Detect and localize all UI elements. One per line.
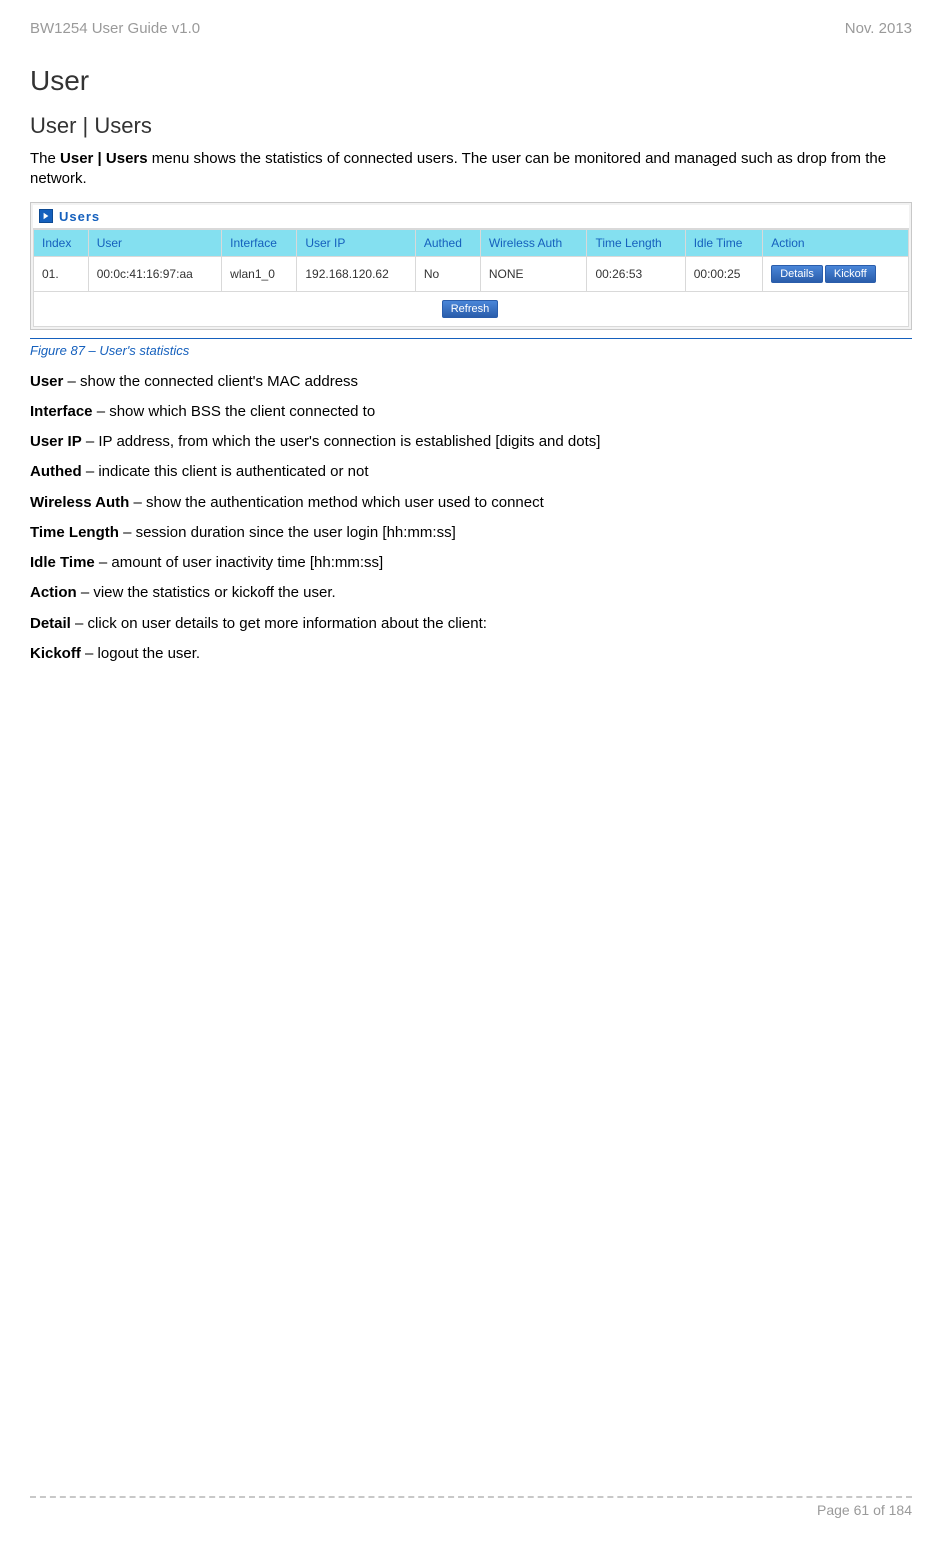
- col-interface: Interface: [222, 229, 297, 256]
- def-term: User IP: [30, 433, 82, 450]
- def-desc: – show the connected client's MAC addres…: [63, 373, 358, 390]
- def-interface: Interface – show which BSS the client co…: [30, 402, 912, 422]
- def-idle-time: Idle Time – amount of user inactivity ti…: [30, 553, 912, 573]
- def-term: Time Length: [30, 524, 119, 541]
- col-index: Index: [34, 229, 89, 256]
- refresh-row: Refresh: [34, 291, 909, 326]
- def-user: User – show the connected client's MAC a…: [30, 372, 912, 392]
- cell-user: 00:0c:41:16:97:aa: [88, 256, 221, 291]
- def-kickoff: Kickoff – logout the user.: [30, 644, 912, 664]
- col-user-ip: User IP: [297, 229, 416, 256]
- panel-title: Users: [59, 209, 100, 224]
- details-button[interactable]: Details: [771, 265, 823, 283]
- users-table: Index User Interface User IP Authed Wire…: [33, 229, 909, 327]
- cell-wireless-auth: NONE: [480, 256, 587, 291]
- refresh-button[interactable]: Refresh: [442, 300, 499, 318]
- intro-paragraph: The User | Users menu shows the statisti…: [30, 149, 912, 190]
- col-time-length: Time Length: [587, 229, 685, 256]
- col-idle-time: Idle Time: [685, 229, 763, 256]
- def-desc: – amount of user inactivity time [hh:mm:…: [95, 554, 383, 571]
- def-desc: – logout the user.: [81, 645, 200, 662]
- kickoff-button[interactable]: Kickoff: [825, 265, 876, 283]
- caption-divider: [30, 338, 912, 339]
- def-authed: Authed – indicate this client is authent…: [30, 462, 912, 482]
- intro-prefix: The: [30, 150, 60, 167]
- cell-time-length: 00:26:53: [587, 256, 685, 291]
- table-header-row: Index User Interface User IP Authed Wire…: [34, 229, 909, 256]
- cell-interface: wlan1_0: [222, 256, 297, 291]
- def-term: Kickoff: [30, 645, 81, 662]
- def-wireless-auth: Wireless Auth – show the authentication …: [30, 493, 912, 513]
- doc-header: BW1254 User Guide v1.0 Nov. 2013: [30, 20, 912, 37]
- intro-suffix: menu shows the statistics of connected u…: [30, 150, 886, 187]
- page-footer: Page 61 of 184: [30, 1496, 912, 1518]
- subsection-title: User | Users: [30, 113, 912, 139]
- cell-idle-time: 00:00:25: [685, 256, 763, 291]
- arrow-right-icon: [39, 209, 53, 223]
- col-action: Action: [763, 229, 909, 256]
- cell-user-ip: 192.168.120.62: [297, 256, 416, 291]
- def-term: Authed: [30, 463, 82, 480]
- footer-divider: [30, 1496, 912, 1498]
- def-user-ip: User IP – IP address, from which the use…: [30, 432, 912, 452]
- def-term: Interface: [30, 403, 93, 420]
- def-desc: – IP address, from which the user's conn…: [82, 433, 601, 450]
- def-desc: – show the authentication method which u…: [129, 494, 543, 511]
- cell-action: DetailsKickoff: [763, 256, 909, 291]
- intro-bold: User | Users: [60, 150, 148, 167]
- col-wireless-auth: Wireless Auth: [480, 229, 587, 256]
- def-term: User: [30, 373, 63, 390]
- figure-caption: Figure 87 – User's statistics: [30, 343, 912, 358]
- def-action: Action – view the statistics or kickoff …: [30, 583, 912, 603]
- cell-authed: No: [415, 256, 480, 291]
- table-row: 01. 00:0c:41:16:97:aa wlan1_0 192.168.12…: [34, 256, 909, 291]
- def-desc: – show which BSS the client connected to: [93, 403, 376, 420]
- cell-index: 01.: [34, 256, 89, 291]
- def-desc: – click on user details to get more info…: [71, 615, 487, 632]
- users-panel: Users Index User Interface User IP Authe…: [30, 202, 912, 330]
- def-desc: – indicate this client is authenticated …: [82, 463, 369, 480]
- page-title: User: [30, 65, 912, 97]
- page-number: Page 61 of 184: [817, 1502, 912, 1518]
- def-term: Wireless Auth: [30, 494, 129, 511]
- def-term: Idle Time: [30, 554, 95, 571]
- panel-title-row: Users: [33, 205, 909, 229]
- col-user: User: [88, 229, 221, 256]
- def-desc: – session duration since the user login …: [119, 524, 456, 541]
- doc-header-right: Nov. 2013: [845, 20, 912, 37]
- doc-header-left: BW1254 User Guide v1.0: [30, 20, 200, 37]
- def-term: Action: [30, 584, 77, 601]
- def-desc: – view the statistics or kickoff the use…: [77, 584, 336, 601]
- def-detail: Detail – click on user details to get mo…: [30, 614, 912, 634]
- def-term: Detail: [30, 615, 71, 632]
- def-time-length: Time Length – session duration since the…: [30, 523, 912, 543]
- col-authed: Authed: [415, 229, 480, 256]
